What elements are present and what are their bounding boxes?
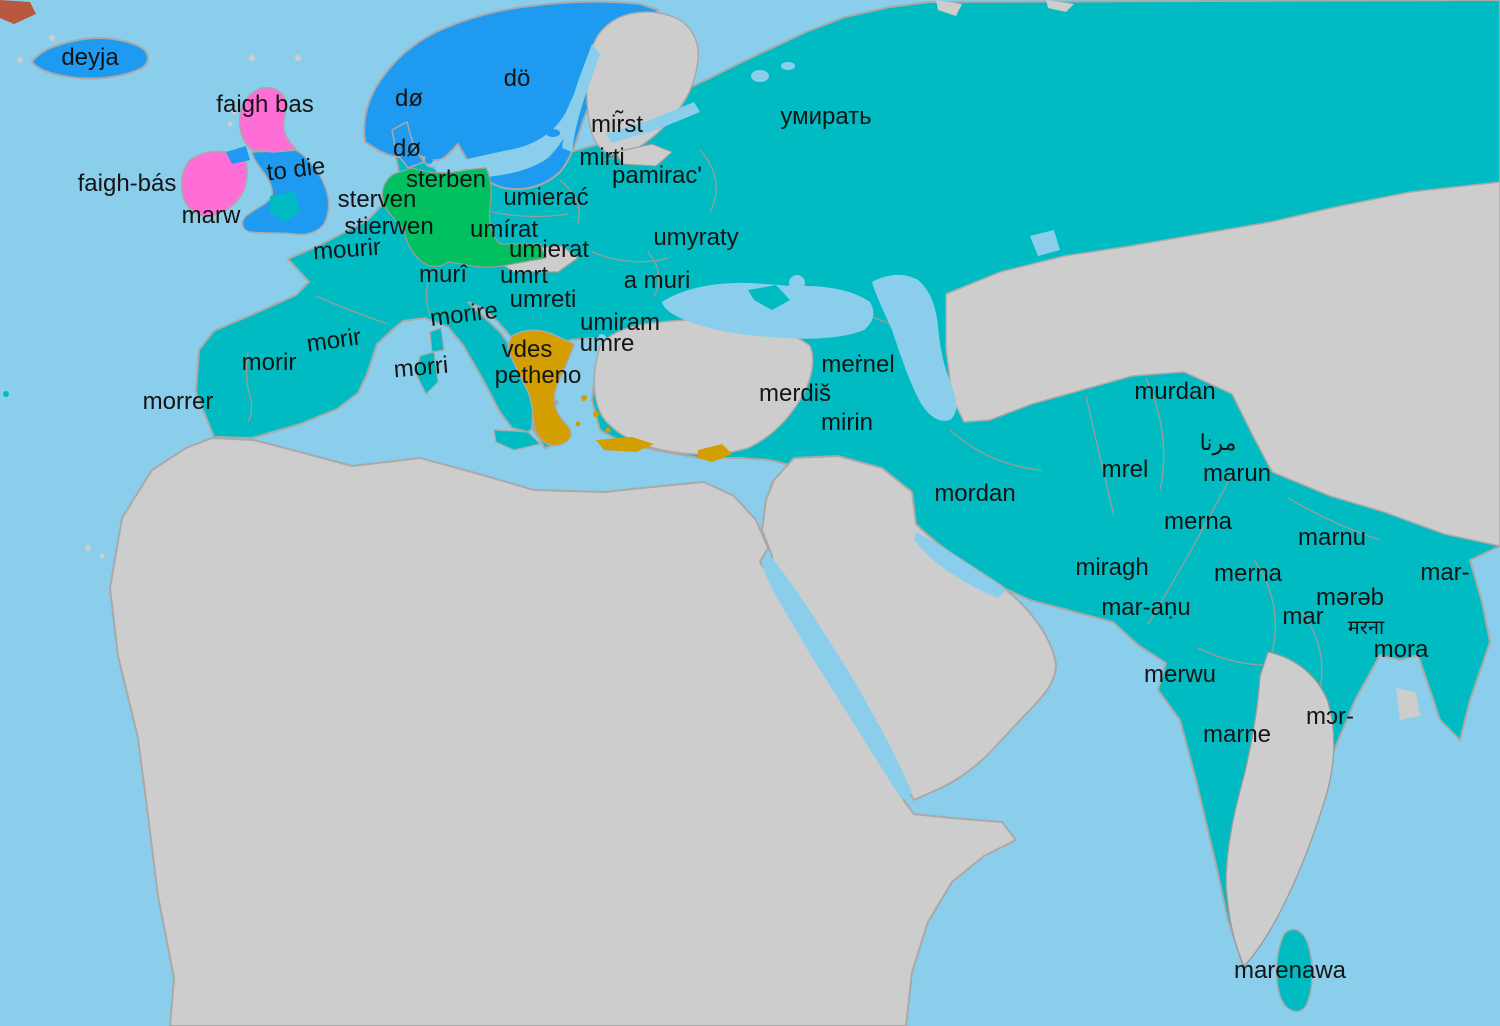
- region-denmark-island: [425, 156, 433, 164]
- region-estonia: [615, 143, 673, 167]
- region-scotland: [238, 86, 298, 153]
- region-corsica: [429, 327, 445, 353]
- region-central-asia: [945, 181, 1500, 547]
- region-canary-islet: [85, 545, 91, 551]
- region-ireland: [180, 150, 248, 217]
- region-sicily: [493, 429, 542, 451]
- region-africa: [108, 436, 1018, 1026]
- region-iceland: [30, 37, 149, 80]
- region-crimea: [748, 285, 790, 310]
- region-balearics: [354, 369, 360, 375]
- region-canary-islet: [99, 553, 105, 559]
- region-england: [241, 149, 330, 236]
- region-wales: [270, 192, 300, 222]
- region-balearics: [339, 375, 345, 381]
- sea-azov: [789, 275, 805, 291]
- region-sardinia: [415, 351, 439, 396]
- islet: [17, 57, 23, 63]
- sea-marmara: [598, 334, 606, 342]
- region-faroes: [249, 55, 255, 61]
- aegean-island: [593, 411, 599, 417]
- lake-onega: [781, 62, 795, 70]
- region-greek-albanian: [507, 329, 575, 447]
- region-sri-lanka: [1275, 928, 1314, 1013]
- region-hills-gray-patch: [1396, 688, 1420, 720]
- sea-white: [718, 16, 754, 54]
- region-northern-ireland: [226, 146, 250, 164]
- region-gotland: [546, 129, 560, 137]
- sea-persian-gulf: [914, 532, 1006, 598]
- islet: [49, 35, 55, 41]
- region-cyprus: [698, 444, 732, 462]
- region-shetland: [295, 55, 301, 61]
- arctic-island: [936, 0, 962, 16]
- islet: [227, 121, 233, 127]
- region-corner-landmass: [0, 0, 36, 24]
- sea-baltic: [434, 94, 580, 178]
- aegean-island: [575, 421, 581, 427]
- region-crete: [596, 437, 654, 452]
- arctic-island: [1046, 0, 1074, 12]
- region-dravidian-india: [1225, 651, 1335, 968]
- sea-gulf-of-finland: [606, 102, 700, 143]
- aegean-island: [605, 427, 611, 433]
- sea-gulf-of-bothnia: [562, 44, 600, 152]
- region-german-dutch: [381, 167, 547, 268]
- sea-caspian: [872, 274, 957, 421]
- sea-aral: [1030, 230, 1060, 256]
- islet: [231, 109, 237, 115]
- lake-ladoga: [751, 70, 769, 82]
- region-denmark: [391, 120, 426, 169]
- sea-black: [662, 282, 874, 339]
- region-turkey: [593, 319, 814, 455]
- atlantic-islet: [3, 391, 9, 397]
- sea-red: [762, 556, 912, 800]
- aegean-island: [581, 395, 587, 401]
